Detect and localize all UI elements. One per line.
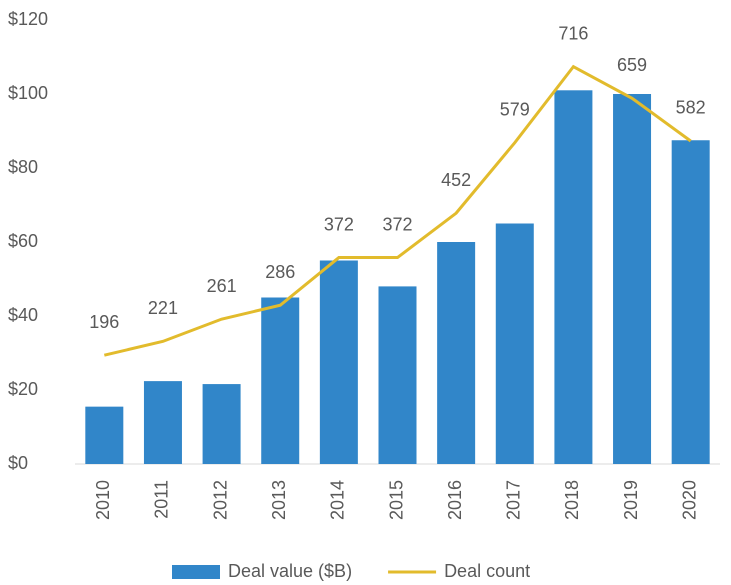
x-tick-label: 2015 xyxy=(386,480,406,520)
data-label: 221 xyxy=(148,298,178,318)
x-tick-label: 2011 xyxy=(152,480,172,519)
data-label: 286 xyxy=(265,262,295,282)
bar xyxy=(437,242,476,464)
bar xyxy=(319,260,358,464)
bar xyxy=(554,90,593,465)
x-tick-label: 2013 xyxy=(269,480,289,520)
data-label: 261 xyxy=(207,276,237,296)
x-tick-label: 2020 xyxy=(679,480,699,520)
data-label: 579 xyxy=(500,99,530,119)
y-tick-label: $120 xyxy=(8,9,48,29)
bar xyxy=(85,406,124,464)
x-tick-label: 2010 xyxy=(93,480,113,520)
data-label: 659 xyxy=(617,55,647,75)
data-label: 372 xyxy=(382,214,412,234)
y-tick-label: $60 xyxy=(8,231,38,251)
line xyxy=(103,64,692,357)
y-tick-label: $20 xyxy=(8,379,38,399)
data-label: 196 xyxy=(89,312,119,332)
legend-swatch xyxy=(172,565,220,579)
bar xyxy=(261,297,300,464)
y-tick-label: $0 xyxy=(8,453,28,473)
data-label: 452 xyxy=(441,170,471,190)
bar xyxy=(143,381,182,464)
legend-label: Deal value ($B) xyxy=(228,561,352,581)
y-tick-label: $40 xyxy=(8,305,38,325)
bar xyxy=(613,94,652,464)
bar xyxy=(671,140,710,464)
data-label: 582 xyxy=(676,98,706,118)
x-tick-label: 2014 xyxy=(328,480,348,520)
x-tick-label: 2016 xyxy=(445,480,465,520)
data-label: 716 xyxy=(558,23,588,43)
x-tick-label: 2012 xyxy=(210,480,230,520)
y-tick-label: $80 xyxy=(8,157,38,177)
x-tick-label: 2017 xyxy=(504,480,524,520)
bar xyxy=(202,384,241,464)
x-tick-label: 2018 xyxy=(562,480,582,520)
bar xyxy=(495,223,534,464)
y-tick-label: $100 xyxy=(8,83,48,103)
legend-label: Deal count xyxy=(444,561,530,581)
x-tick-label: 2019 xyxy=(621,480,641,520)
data-label: 372 xyxy=(324,214,354,234)
bar xyxy=(378,286,417,464)
